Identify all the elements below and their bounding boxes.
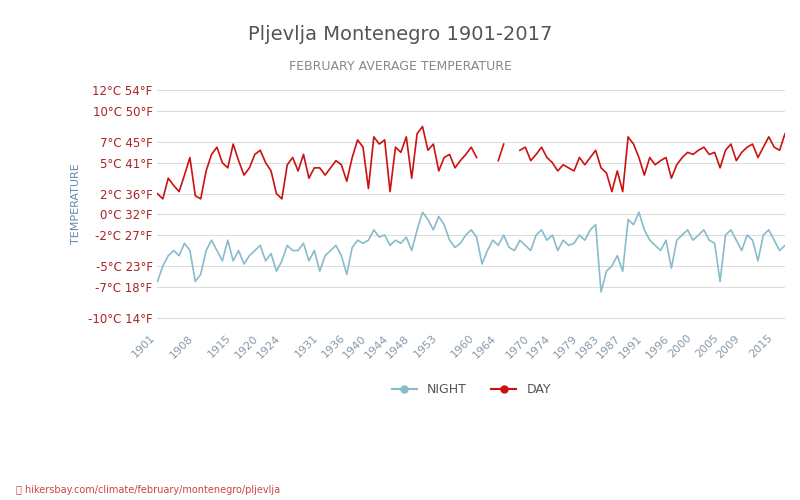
Y-axis label: TEMPERATURE: TEMPERATURE <box>71 164 81 244</box>
Text: ⌖ hikersbay.com/climate/february/montenegro/pljevlja: ⌖ hikersbay.com/climate/february/montene… <box>16 485 280 495</box>
Legend: NIGHT, DAY: NIGHT, DAY <box>386 378 556 401</box>
Text: FEBRUARY AVERAGE TEMPERATURE: FEBRUARY AVERAGE TEMPERATURE <box>289 60 511 73</box>
Text: Pljevlja Montenegro 1901-2017: Pljevlja Montenegro 1901-2017 <box>248 25 552 44</box>
